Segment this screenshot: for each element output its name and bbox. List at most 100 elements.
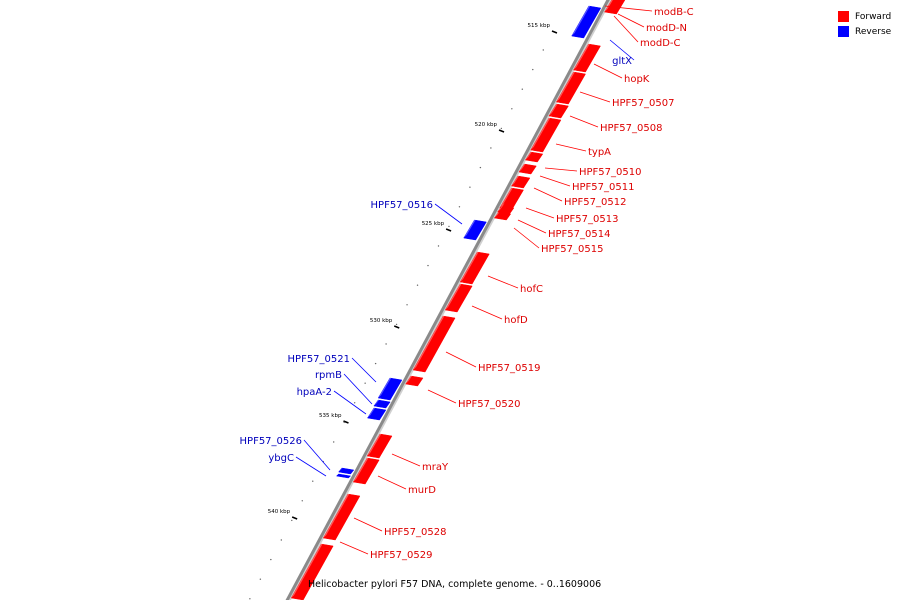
ruler-minor-tick [458,206,461,208]
gene-block-ybgc[interactable] [335,473,352,479]
ruler-minor-tick [532,68,534,71]
leader-line [353,517,383,532]
gene-labels: modB-C modD-N modD-C gltX hopK HPF57_0507 HPF5… [240,5,694,561]
gene-block-hpf57_0510[interactable] [524,151,544,163]
gene-label-modd-c[interactable]: modD-C [640,38,681,49]
gene-block-typa[interactable] [530,117,562,153]
gene-block-hpf57_0520[interactable] [405,375,424,387]
gene-label-hofc[interactable]: hofC [520,284,543,295]
gene-label-hpf57_0516[interactable]: HPF57_0516 [371,200,433,211]
gene-label-hofd[interactable]: hofD [504,315,528,326]
gene-label-hpf57_0528[interactable]: HPF57_0528 [384,527,446,538]
gene-block-hpf57_0508[interactable] [548,103,569,119]
gene-label-hpaa-2[interactable]: hpaA-2 [297,387,332,398]
gene-label-hpf57_0513[interactable]: HPF57_0513 [556,214,618,225]
ruler-label-525: 525 kbp [422,221,445,227]
gene-block-highlight [556,69,577,102]
gene-block-hpf57_0529[interactable] [290,543,334,600]
ruler-minor-tick [521,88,524,90]
gene-block-highlight [336,471,342,476]
gene-block-hpf57_0521[interactable] [377,377,403,401]
ruler-minor-tick [490,147,492,149]
leader-line [434,203,463,225]
gene-block-highlight [373,397,382,406]
gene-label-hopk[interactable]: hopK [624,74,650,85]
gene-label-murd[interactable]: murD [408,485,436,496]
leader-line [617,13,645,28]
gene-label-hpf57_0512[interactable]: HPF57_0512 [564,197,626,208]
gene-block-murd[interactable] [352,457,380,485]
leader-line [351,357,377,383]
gene-label-typa[interactable]: typA [588,147,611,158]
gene-block-highlight [378,375,393,398]
leader-line [517,219,547,234]
gene-block-highlight [463,217,478,238]
gene-block-highlight [445,281,464,310]
forward-swatch [838,11,849,22]
gene-block-highlight [530,115,552,150]
ruler-minor-tick [374,362,377,365]
ruler-label-520: 520 kbp [475,122,498,128]
gene-block-hpaa-2[interactable] [367,407,387,421]
leader-line [569,115,599,128]
gene-block-highlight [338,465,345,472]
ruler-minor-tick [312,480,314,482]
leader-line [579,91,611,103]
leader-line [539,175,571,187]
gene-label-modb-c[interactable]: modB-C [654,7,694,18]
ruler-minor-tick [333,441,335,443]
gene-block-hpf57_0516[interactable] [463,219,487,241]
ruler-minor-tick [249,598,251,600]
gene-label-hpf57_0526[interactable]: HPF57_0526 [240,436,302,447]
ruler-tick [551,30,558,34]
ruler-minor-tick [353,402,356,404]
gene-block-highlight [323,491,351,538]
gene-label-gltx[interactable]: gltX [612,56,632,67]
ruler-tick [498,129,505,133]
gene-block-hpf57_0511[interactable] [518,163,537,175]
gene-block-highlight [367,431,383,456]
gene-label-hpf57_0511[interactable]: HPF57_0511 [572,182,634,193]
gene-block-hpf57_0512[interactable] [511,175,531,189]
gene-label-ybgc[interactable]: ybgC [268,453,294,464]
gene-label-hpf57_0514[interactable]: HPF57_0514 [548,229,610,240]
leader-line [377,475,407,490]
ruler-minor-tick [469,186,471,188]
leader-line [303,439,331,471]
gene-block-gltx[interactable] [571,5,602,39]
gene-block-highlight [367,405,377,418]
ruler-minor-tick [416,284,419,286]
gene-block-highlight [405,373,414,384]
leader-line [613,15,639,43]
gene-label-hpf57_0519[interactable]: HPF57_0519 [478,363,540,374]
gene-label-hpf57_0521[interactable]: HPF57_0521 [288,354,350,365]
gene-label-hpf57_0515[interactable]: HPF57_0515 [541,244,603,255]
gene-label-hpf57_0507[interactable]: HPF57_0507 [612,98,674,109]
gene-block-rpmb[interactable] [373,399,391,409]
ruler-minor-tick [500,127,503,130]
leader-line [525,207,555,219]
leader-line [343,373,373,405]
ruler-minor-tick [395,323,398,326]
gene-block-mray[interactable] [366,433,393,459]
gene-block-hpf57_0507[interactable] [556,71,586,105]
gene-label-modd-n[interactable]: modD-N [646,23,687,34]
gene-label-hpf57_0508[interactable]: HPF57_0508 [600,123,662,134]
gene-label-hpf57_0520[interactable]: HPF57_0520 [458,399,520,410]
legend: Forward Reverse [838,9,891,39]
ruler-label-535: 535 kbp [319,413,342,419]
leader-line [339,541,369,555]
legend-item-reverse: Reverse [838,24,891,39]
gene-block-hpf57_0528[interactable] [322,493,361,541]
gene-block-hofd[interactable] [444,283,473,313]
gene-label-hpf57_0510[interactable]: HPF57_0510 [579,167,641,178]
gene-block-hofc[interactable] [459,251,490,285]
gene-label-mray[interactable]: mraY [422,462,449,473]
gene-block-hpf57_0526[interactable] [338,467,355,475]
gene-label-hpf57_0529[interactable]: HPF57_0529 [370,550,432,561]
gene-block-hpf57_0515[interactable] [497,205,515,215]
gene-block-hpf57_0519[interactable] [412,315,456,373]
ruler-minor-tick [448,225,450,228]
gene-block-hopk[interactable] [573,43,601,73]
gene-label-rpmb[interactable]: rpmB [315,370,342,381]
